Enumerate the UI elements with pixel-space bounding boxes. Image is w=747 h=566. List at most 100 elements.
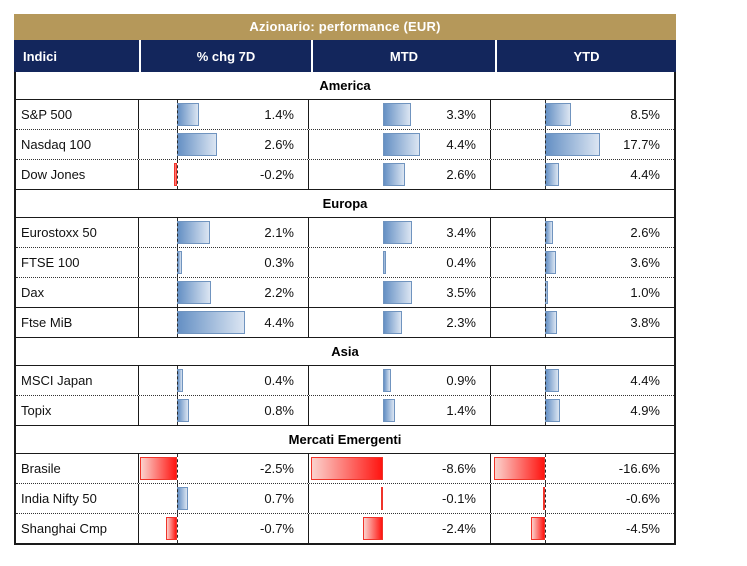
section-header: Asia [16,337,674,366]
ytd-cell: -16.6% [491,454,674,483]
ytd-bar [545,399,561,422]
index-name: Topix [16,396,139,425]
index-name: Shanghai Cmp [16,514,139,543]
mtd-cell: -8.6% [309,454,491,483]
zero-axis-line [177,514,178,543]
ytd-cell: 1.0% [491,278,674,307]
chg7d-value: 4.4% [264,315,294,330]
chg7d-cell: 2.6% [139,130,309,159]
zero-axis-line [177,100,178,129]
chg7d-value: 0.3% [264,255,294,270]
chg7d-bar [166,517,177,540]
ytd-bar [545,251,557,274]
column-header-mtd: MTD [311,40,495,72]
index-name: India Nifty 50 [16,484,139,513]
mtd-bar [383,103,411,126]
zero-axis-line [545,514,546,543]
performance-table: Azionario: performance (EUR) Indici % ch… [14,14,676,545]
table-row: Shanghai Cmp -0.7% -2.4% -4.5% [16,513,674,543]
mtd-cell: -0.1% [309,484,491,513]
chg7d-cell: 1.4% [139,100,309,129]
zero-axis-line [177,130,178,159]
mtd-cell: 2.3% [309,308,491,337]
mtd-bar [383,399,395,422]
mtd-cell: 3.4% [309,218,491,247]
index-name: S&P 500 [16,100,139,129]
chg7d-value: -0.2% [260,167,294,182]
chg7d-cell: 4.4% [139,308,309,337]
mtd-value: 0.4% [446,255,476,270]
mtd-value: 1.4% [446,403,476,418]
chg7d-bar [177,399,190,422]
mtd-cell: 2.6% [309,160,491,189]
chg7d-cell: 0.7% [139,484,309,513]
chg7d-value: -0.7% [260,521,294,536]
section-header: America [16,72,674,100]
section-header: Mercati Emergenti [16,425,674,454]
chg7d-bar [177,103,199,126]
chg7d-cell: 2.1% [139,218,309,247]
chg7d-cell: 0.4% [139,366,309,395]
ytd-value: 4.4% [630,167,660,182]
mtd-value: 3.3% [446,107,476,122]
zero-axis-line [177,278,178,307]
mtd-cell: -2.4% [309,514,491,543]
mtd-cell: 4.4% [309,130,491,159]
section-header: Europa [16,189,674,218]
table-row: Brasile -2.5% -8.6% -16.6% [16,454,674,483]
header-row: Indici % chg 7D MTD YTD [14,40,676,72]
ytd-cell: -0.6% [491,484,674,513]
zero-axis-line [177,218,178,247]
ytd-cell: 4.9% [491,396,674,425]
section-title: Mercati Emergenti [288,432,402,447]
mtd-value: 3.5% [446,285,476,300]
zero-axis-line [545,160,546,189]
zero-axis-line [545,278,546,307]
ytd-value: -0.6% [626,491,660,506]
ytd-bar [545,103,572,126]
column-header-indici: Indici [23,48,57,64]
ytd-value: -4.5% [626,521,660,536]
mtd-bar [383,133,420,156]
chg7d-value: -2.5% [260,461,294,476]
mtd-bar [383,311,403,334]
mtd-bar [383,369,391,392]
index-name: FTSE 100 [16,248,139,277]
zero-axis-line [545,100,546,129]
mtd-cell: 0.4% [309,248,491,277]
zero-axis-line [545,248,546,277]
ytd-bar [545,311,557,334]
table-body: America S&P 500 1.4% 3.3% 8.5% Nasdaq 10… [14,72,676,545]
section-title: Europa [322,196,368,211]
chg7d-bar [177,311,246,334]
zero-axis-line [545,366,546,395]
mtd-bar [383,163,405,186]
table-row: Dax 2.2% 3.5% 1.0% [16,277,674,307]
chg7d-value: 0.7% [264,491,294,506]
ytd-value: 3.6% [630,255,660,270]
mtd-value: -2.4% [442,521,476,536]
zero-axis-line [545,308,546,337]
zero-axis-line [177,484,178,513]
mtd-value: 2.3% [446,315,476,330]
chg7d-cell: -0.7% [139,514,309,543]
mtd-cell: 1.4% [309,396,491,425]
chg7d-bar [140,457,177,480]
ytd-value: 3.8% [630,315,660,330]
index-name: Brasile [16,454,139,483]
chg7d-bar [177,133,218,156]
ytd-cell: 3.8% [491,308,674,337]
column-header-chg7d: % chg 7D [139,40,311,72]
mtd-bar [383,281,413,304]
ytd-bar [545,221,554,244]
index-name: Dax [16,278,139,307]
chg7d-value: 0.8% [264,403,294,418]
ytd-cell: 4.4% [491,366,674,395]
chg7d-value: 2.2% [264,285,294,300]
ytd-bar [545,369,559,392]
ytd-cell: 2.6% [491,218,674,247]
ytd-cell: 8.5% [491,100,674,129]
chg7d-bar [177,221,210,244]
mtd-bar [362,517,383,540]
